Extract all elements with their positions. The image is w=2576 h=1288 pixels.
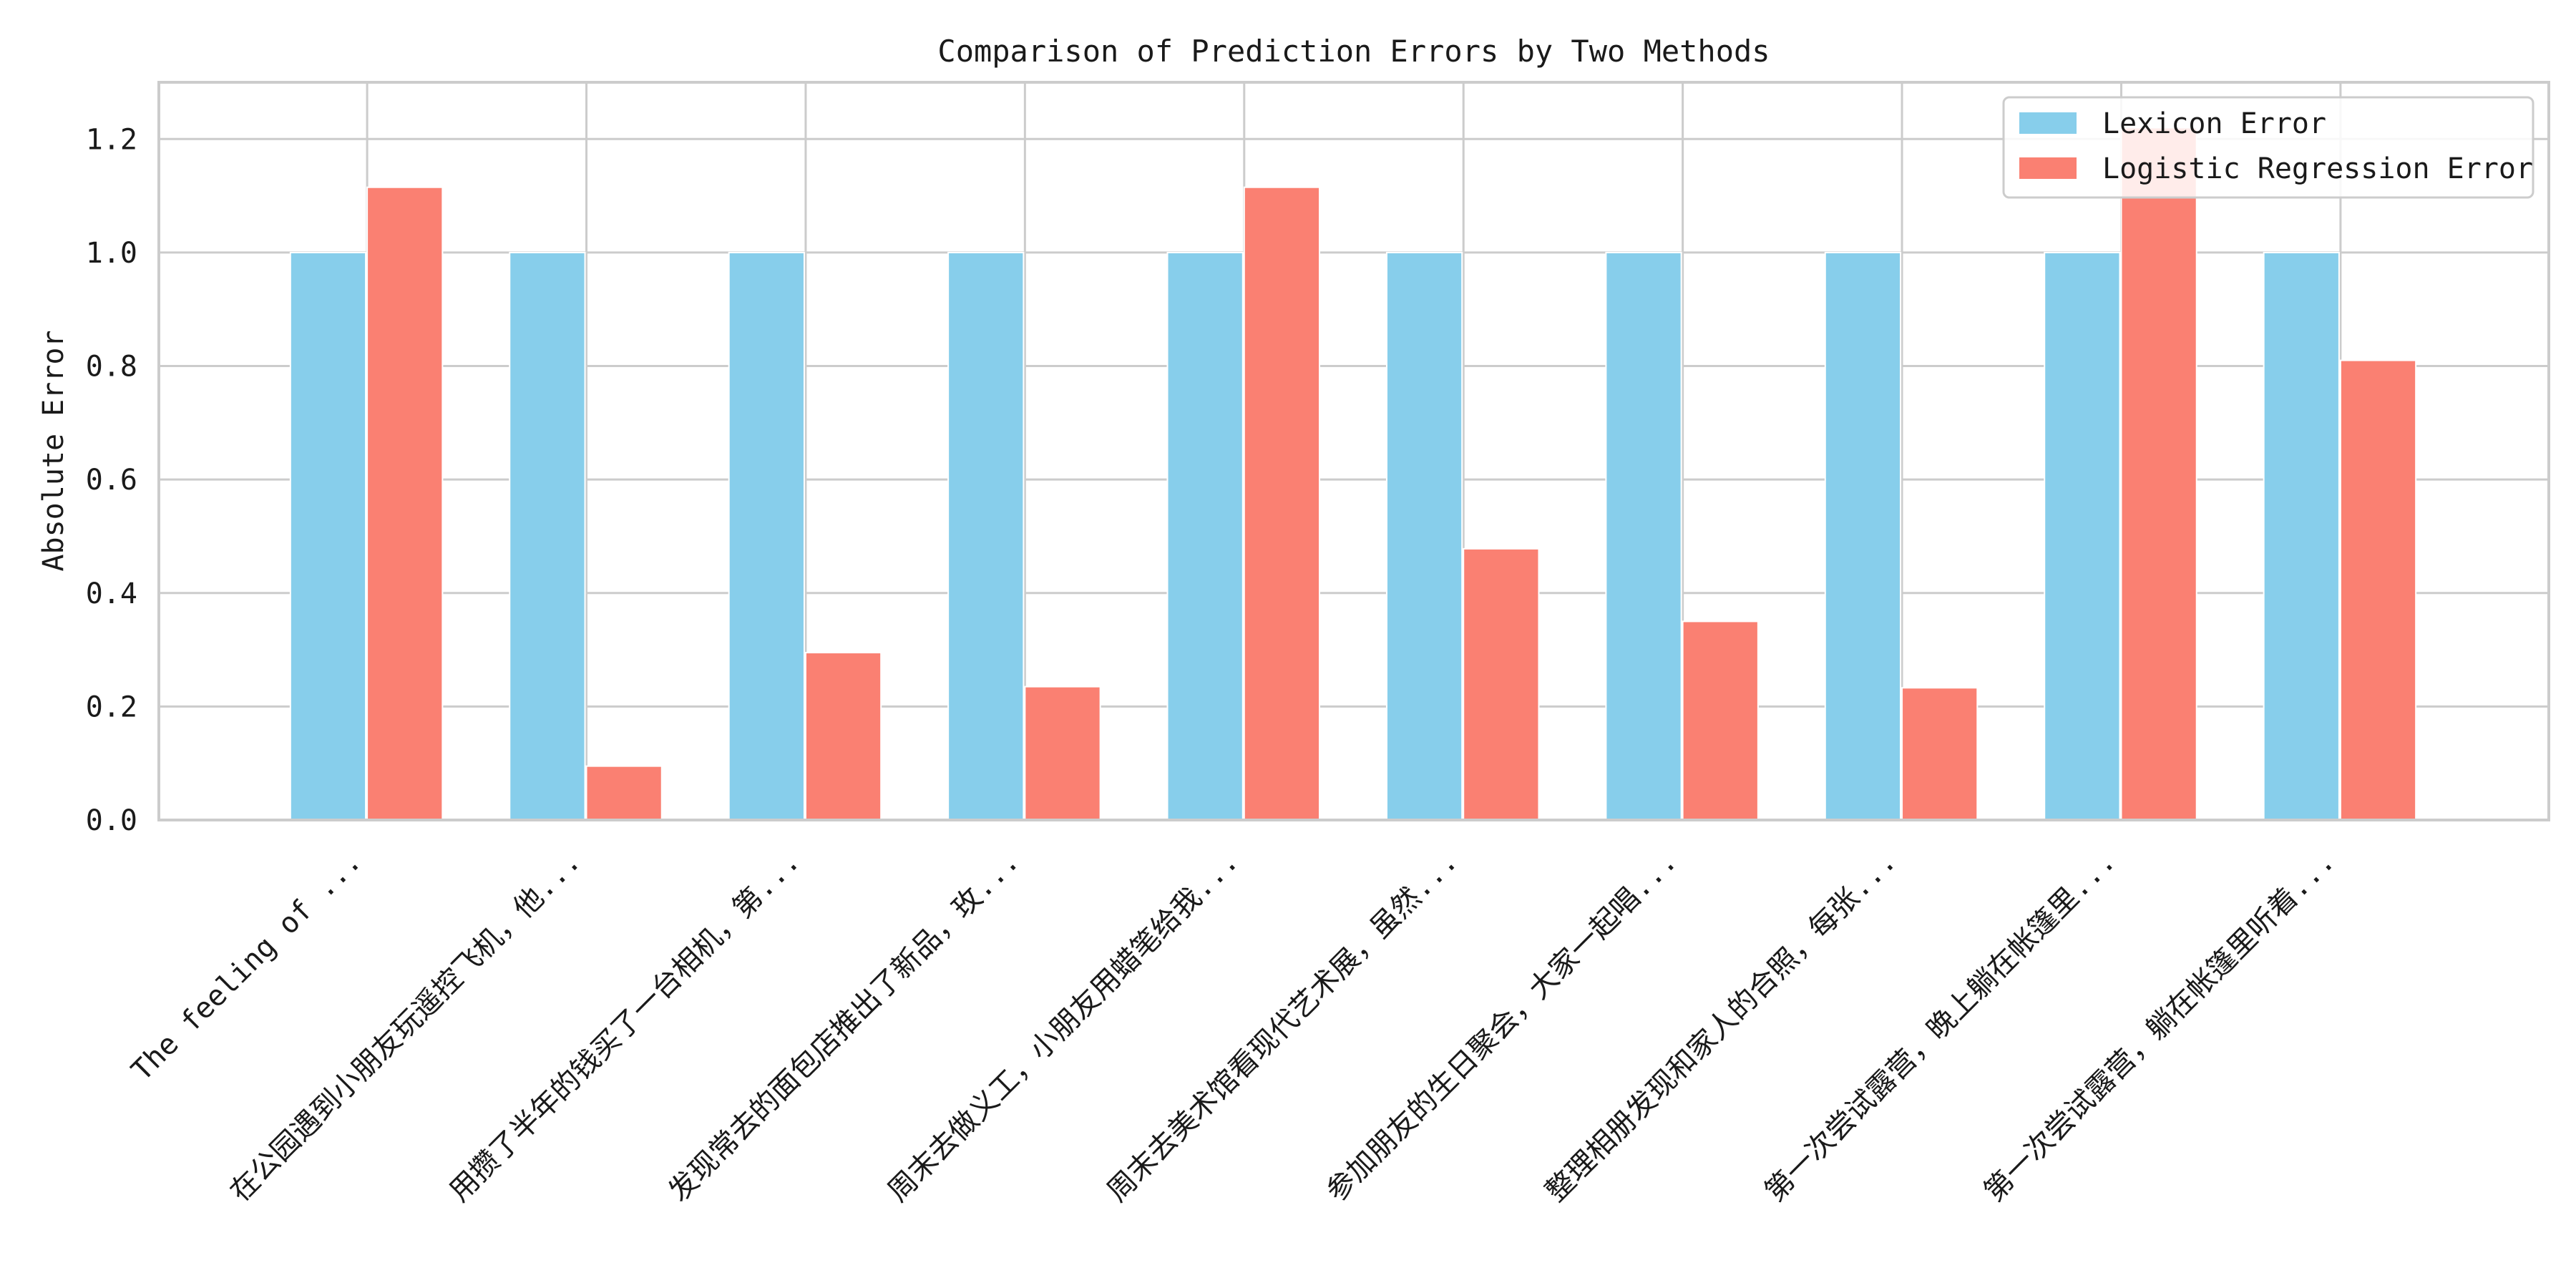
x-tick-label: The feeling of ... xyxy=(125,845,368,1088)
bar-lexicon-error xyxy=(1824,251,1902,821)
chart-title: Comparison of Prediction Errors by Two M… xyxy=(937,34,1770,69)
bar-lexicon-error xyxy=(2263,251,2340,821)
legend: Lexicon Error Logistic Regression Error xyxy=(2002,96,2534,199)
bar-lexicon-error xyxy=(289,251,367,821)
y-tick-label: 0.6 xyxy=(86,464,137,497)
x-tick-label: 整理相册发现和家人的合照，每张... xyxy=(1539,845,1903,1209)
legend-box xyxy=(2002,96,2534,199)
x-tick-label: 发现常去的面包店推出了新品，玫... xyxy=(663,845,1026,1209)
x-tick-label: 第一次尝试露营，躺在帐篷里听着... xyxy=(1978,845,2341,1209)
bar-logistic-regression-error xyxy=(1682,620,1759,821)
bar-logistic-regression-error xyxy=(1243,186,1321,821)
bar-logistic-regression-error xyxy=(1901,687,1979,821)
bar-lexicon-error xyxy=(1385,251,1463,821)
x-tick-label: 周末去美术馆看现代艺术展，虽然... xyxy=(1101,845,1464,1209)
bar-lexicon-error xyxy=(1605,251,1682,821)
y-tick-label: 0.0 xyxy=(86,804,137,837)
plot-frame xyxy=(157,81,2550,821)
bar-lexicon-error xyxy=(1166,251,1244,821)
x-tick-label: 在公园遇到小朋友玩遥控飞机，他... xyxy=(224,845,587,1209)
bar-logistic-regression-error xyxy=(2120,127,2197,821)
bar-logistic-regression-error xyxy=(1024,686,1101,821)
legend-label-lexicon: Lexicon Error xyxy=(2102,107,2326,140)
y-tick-label: 1.0 xyxy=(86,237,137,270)
y-axis-label: Absolute Error xyxy=(37,330,70,571)
bar-logistic-regression-error xyxy=(366,186,444,821)
legend-swatch-logistic xyxy=(2019,157,2077,179)
bar-lexicon-error xyxy=(947,251,1025,821)
y-tick-label: 0.4 xyxy=(86,577,137,610)
bar-lexicon-error xyxy=(2044,251,2121,821)
x-tick-label: 周末去做义工，小朋友用蜡笔给我... xyxy=(882,845,1245,1209)
y-tick-label: 0.2 xyxy=(86,691,137,723)
y-tick-labels: 0.0 0.2 0.4 0.6 0.8 1.0 1.2 xyxy=(86,123,137,837)
bar-logistic-regression-error xyxy=(1463,547,1540,821)
x-tick-label: 第一次尝试露营，晚上躺在帐篷里... xyxy=(1759,845,2122,1209)
x-tick-labels: The feeling of ...在公园遇到小朋友玩遥控飞机，他...用攒了半… xyxy=(125,845,2341,1209)
bars xyxy=(289,127,2417,821)
bar-logistic-regression-error xyxy=(804,652,882,821)
bar-lexicon-error xyxy=(509,251,586,821)
y-tick-label: 1.2 xyxy=(86,123,137,156)
legend-swatch-lexicon xyxy=(2019,112,2077,134)
legend-label-logistic: Logistic Regression Error xyxy=(2102,152,2533,185)
bar-logistic-regression-error xyxy=(585,765,663,821)
bar-lexicon-error xyxy=(728,251,805,821)
x-tick-label: 参加朋友的生日聚会，大家一起唱... xyxy=(1320,845,1684,1209)
y-tick-label: 0.8 xyxy=(86,351,137,384)
bar-logistic-regression-error xyxy=(2339,359,2417,821)
x-tick-label: 用攒了半年的钱买了一台相机，第... xyxy=(443,845,806,1209)
